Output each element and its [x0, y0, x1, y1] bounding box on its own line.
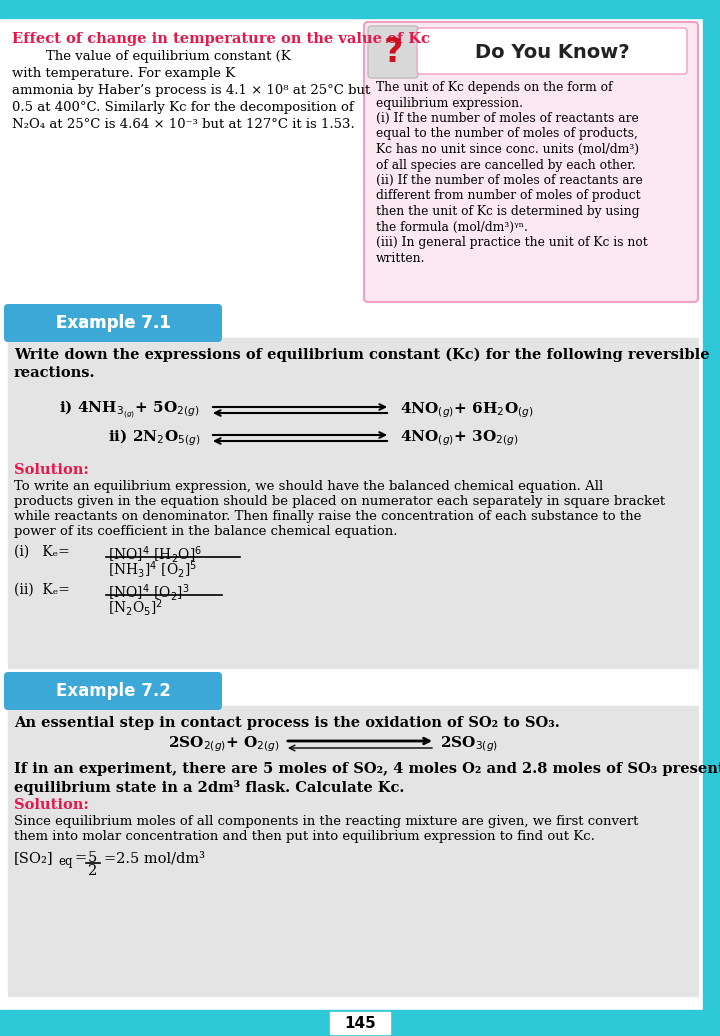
Text: with temperature. For example K: with temperature. For example K: [12, 67, 235, 80]
Bar: [330, 1012, 390, 1034]
Text: equilibrium expression.: equilibrium expression.: [376, 96, 523, 110]
FancyBboxPatch shape: [417, 28, 687, 74]
Text: reactions.: reactions.: [14, 366, 96, 380]
Text: written.: written.: [376, 252, 426, 264]
Text: power of its coefficient in the balance chemical equation.: power of its coefficient in the balance …: [14, 525, 397, 538]
Text: Do You Know?: Do You Know?: [474, 42, 629, 61]
Text: The unit of Kc depends on the form of: The unit of Kc depends on the form of: [376, 81, 613, 94]
Text: 0.5 at 400°C. Similarly Kc for the decomposition of: 0.5 at 400°C. Similarly Kc for the decom…: [12, 100, 354, 114]
Bar: [0, 1010, 720, 1036]
Text: 2: 2: [88, 864, 97, 877]
Text: [NO]$^4$ [O$_2$]$^3$: [NO]$^4$ [O$_2$]$^3$: [108, 582, 190, 603]
Text: i) 4NH$_{3_{(g)}}$+ 5O$_{2(g)}$: i) 4NH$_{3_{(g)}}$+ 5O$_{2(g)}$: [59, 399, 200, 421]
Text: ammonia by Haber’s process is 4.1 × 10⁸ at 25°C but: ammonia by Haber’s process is 4.1 × 10⁸ …: [12, 84, 370, 97]
Text: =: =: [74, 851, 86, 865]
Text: products given in the equation should be placed on numerator each separately in : products given in the equation should be…: [14, 495, 665, 508]
Text: [NH$_3$]$^4$ [O$_2$]$^5$: [NH$_3$]$^4$ [O$_2$]$^5$: [108, 559, 197, 580]
Text: then the unit of Kc is determined by using: then the unit of Kc is determined by usi…: [376, 205, 639, 218]
Text: Example 7.2: Example 7.2: [55, 682, 171, 700]
Text: To write an equilibrium expression, we should have the balanced chemical equatio: To write an equilibrium expression, we s…: [14, 480, 603, 493]
Text: equal to the number of moles of products,: equal to the number of moles of products…: [376, 127, 638, 141]
Text: 2SO$_{3(g)}$: 2SO$_{3(g)}$: [440, 735, 498, 754]
Text: Solution:: Solution:: [14, 798, 89, 812]
Text: of all species are cancelled by each other.: of all species are cancelled by each oth…: [376, 159, 636, 172]
Text: (i)   Kₑ=: (i) Kₑ=: [14, 545, 70, 559]
Bar: [8, 338, 698, 668]
Text: equilibrium state in a 2dm³ flask. Calculate Kc.: equilibrium state in a 2dm³ flask. Calcu…: [14, 780, 405, 795]
Text: ii) 2N$_2$O$_{5(g)}$: ii) 2N$_2$O$_{5(g)}$: [107, 428, 200, 449]
Text: If in an experiment, there are 5 moles of SO₂, 4 moles O₂ and 2.8 moles of SO₃ p: If in an experiment, there are 5 moles o…: [14, 762, 720, 776]
Text: [N$_2$O$_5$]$^2$: [N$_2$O$_5$]$^2$: [108, 597, 163, 618]
Text: Since equilibrium moles of all components in the reacting mixture are given, we : Since equilibrium moles of all component…: [14, 815, 639, 828]
FancyBboxPatch shape: [368, 26, 418, 78]
Text: Write down the expressions of equilibrium constant (Kc) for the following revers: Write down the expressions of equilibriu…: [14, 348, 710, 363]
FancyBboxPatch shape: [4, 304, 222, 342]
Text: 2SO$_{2(g)}$+ O$_{2(g)}$: 2SO$_{2(g)}$+ O$_{2(g)}$: [168, 735, 280, 754]
FancyBboxPatch shape: [4, 672, 222, 710]
Text: An essential step in contact process is the oxidation of SO₂ to SO₃.: An essential step in contact process is …: [14, 716, 559, 730]
Bar: [0, 0, 720, 18]
Text: 5: 5: [88, 851, 97, 865]
Text: 4NO$_{(g)}$+ 6H$_2$O$_{(g)}$: 4NO$_{(g)}$+ 6H$_2$O$_{(g)}$: [400, 400, 534, 420]
Text: 4NO$_{(g)}$+ 3O$_{2(g)}$: 4NO$_{(g)}$+ 3O$_{2(g)}$: [400, 428, 518, 448]
Text: Effect of change in temperature on the value of Kc: Effect of change in temperature on the v…: [12, 32, 430, 46]
Text: (ii) If the number of moles of reactants are: (ii) If the number of moles of reactants…: [376, 174, 643, 188]
FancyBboxPatch shape: [364, 22, 698, 303]
Text: 145: 145: [344, 1015, 376, 1031]
Text: (iii) In general practice the unit of Kc is not: (iii) In general practice the unit of Kc…: [376, 236, 648, 249]
Text: [NO]$^4$ [H$_2$O]$^6$: [NO]$^4$ [H$_2$O]$^6$: [108, 544, 202, 565]
Text: different from number of moles of product: different from number of moles of produc…: [376, 190, 641, 202]
Text: while reactants on denominator. Then finally raise the concentration of each sub: while reactants on denominator. Then fin…: [14, 510, 642, 523]
Text: The value of equilibrium constant (K: The value of equilibrium constant (K: [12, 50, 291, 63]
Text: N₂O₄ at 25°C is 4.64 × 10⁻³ but at 127°C it is 1.53.: N₂O₄ at 25°C is 4.64 × 10⁻³ but at 127°C…: [12, 118, 355, 131]
Text: =2.5 mol/dm³: =2.5 mol/dm³: [104, 851, 205, 865]
Text: them into molar concentration and then put into equilibrium expression to find o: them into molar concentration and then p…: [14, 830, 595, 843]
Bar: [703, 0, 720, 1036]
Text: eq: eq: [58, 855, 73, 867]
Text: [SO₂]: [SO₂]: [14, 851, 53, 865]
Text: (i) If the number of moles of reactants are: (i) If the number of moles of reactants …: [376, 112, 639, 125]
Text: Solution:: Solution:: [14, 463, 89, 477]
Text: Example 7.1: Example 7.1: [55, 314, 171, 332]
Text: Kc has no unit since conc. units (mol/dm³): Kc has no unit since conc. units (mol/dm…: [376, 143, 639, 156]
Text: (ii)  Kₑ=: (ii) Kₑ=: [14, 583, 70, 597]
Text: Example 7.1: Example 7.1: [55, 314, 171, 332]
Text: the formula (mol/dm³)ᵞⁿ.: the formula (mol/dm³)ᵞⁿ.: [376, 221, 528, 233]
Bar: [8, 706, 698, 996]
Text: ?: ?: [383, 36, 402, 69]
